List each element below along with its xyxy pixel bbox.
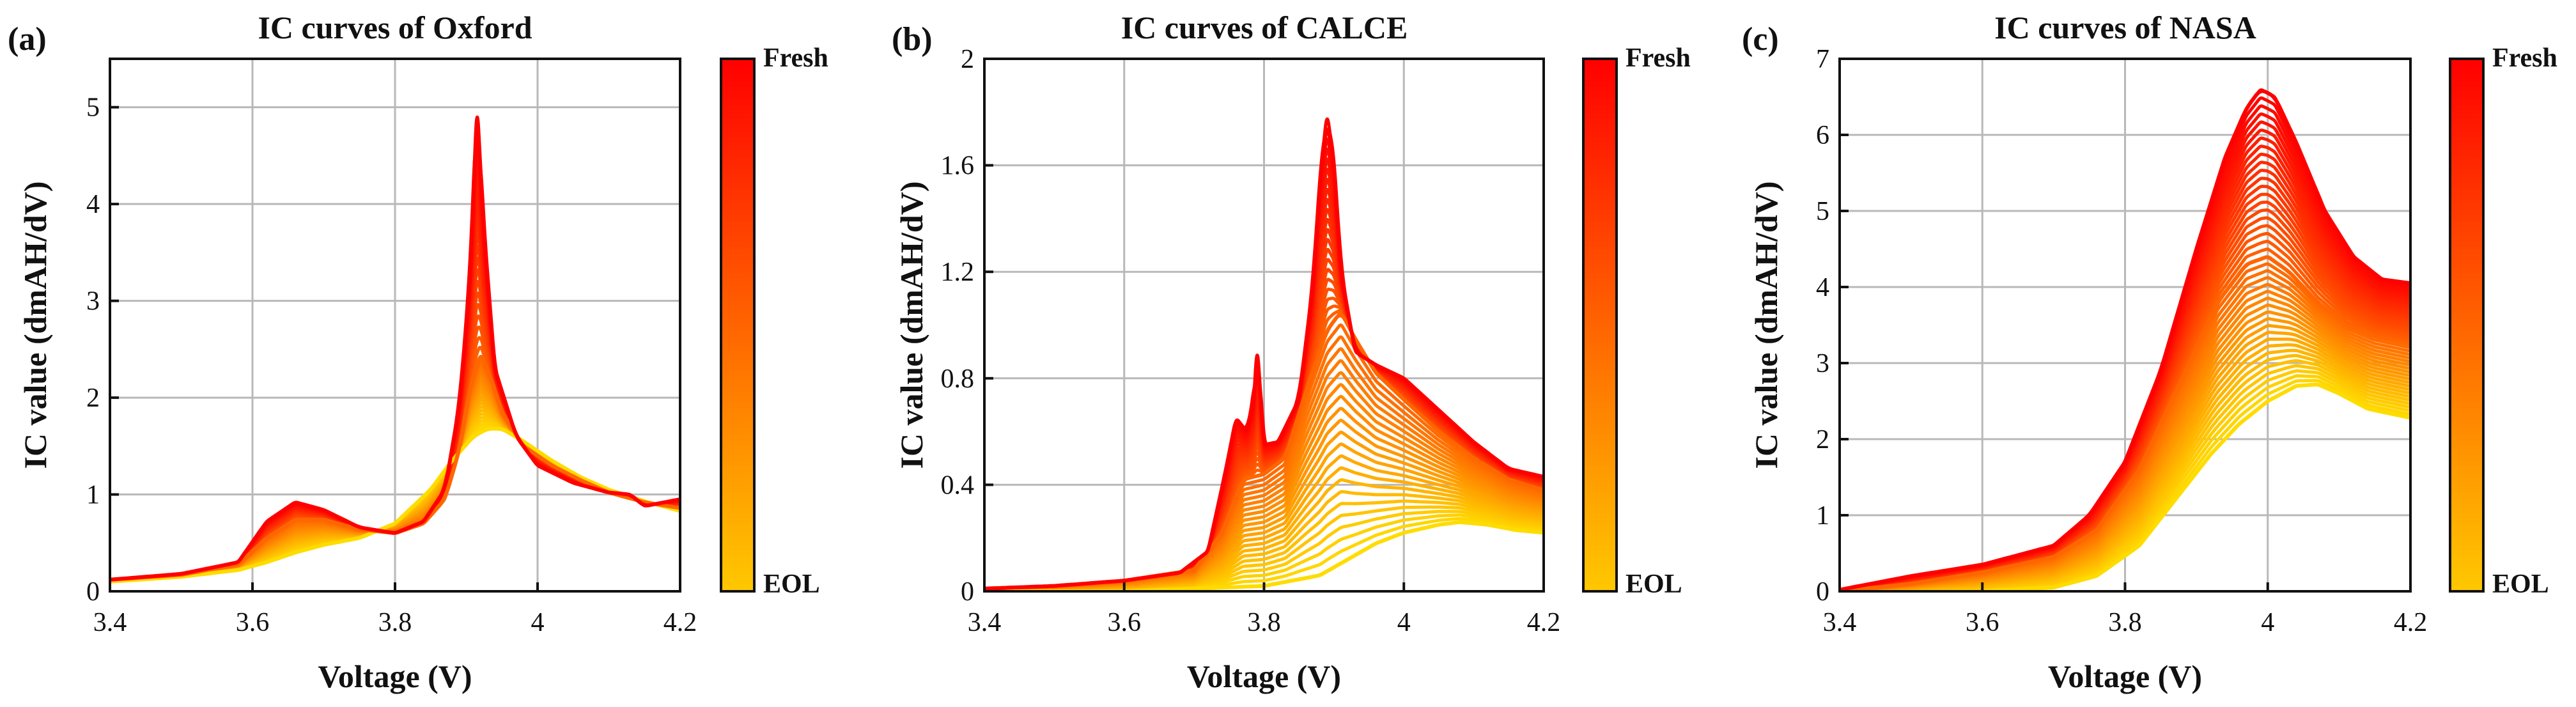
y-tick-label-2-0: 0 bbox=[1816, 577, 1829, 607]
chart-title-2: IC curves of NASA bbox=[1994, 10, 2256, 45]
x-tick-label-0-4: 4.2 bbox=[663, 608, 697, 637]
colorbar-0 bbox=[721, 59, 754, 591]
y-tick-label-1-3: 1.2 bbox=[941, 258, 975, 287]
colorbar-bottom-label-1: EOL bbox=[1626, 570, 1682, 599]
y-tick-label-2-2: 2 bbox=[1816, 425, 1829, 454]
x-tick-label-0-1: 3.6 bbox=[236, 608, 270, 637]
x-axis-label-2: Voltage (V) bbox=[2048, 658, 2202, 694]
x-tick-label-0-2: 3.8 bbox=[378, 608, 412, 637]
y-tick-label-1-5: 2 bbox=[961, 45, 974, 74]
x-axis-label-1: Voltage (V) bbox=[1187, 658, 1341, 694]
colorbar-bottom-label-0: EOL bbox=[763, 570, 820, 599]
y-tick-label-2-5: 5 bbox=[1816, 197, 1829, 226]
x-tick-label-1-4: 4.2 bbox=[1527, 608, 1561, 637]
colorbar-top-label-0: Fresh bbox=[763, 43, 828, 73]
y-tick-label-2-7: 7 bbox=[1816, 45, 1829, 74]
x-tick-label-0-3: 4 bbox=[531, 608, 545, 637]
chart-title-1: IC curves of CALCE bbox=[1121, 10, 1408, 45]
panel-label-0: (a) bbox=[8, 21, 47, 58]
y-tick-label-0-3: 3 bbox=[86, 287, 100, 316]
x-tick-label-2-4: 4.2 bbox=[2394, 608, 2428, 637]
chart-title-0: IC curves of Oxford bbox=[258, 10, 532, 45]
x-tick-label-1-3: 4 bbox=[1397, 608, 1411, 637]
colorbar-bottom-label-2: EOL bbox=[2492, 570, 2549, 599]
y-tick-label-0-1: 1 bbox=[86, 481, 100, 510]
y-axis-label-0: IC value (dmAH/dV) bbox=[17, 181, 53, 469]
x-axis-label-0: Voltage (V) bbox=[318, 658, 472, 694]
y-tick-label-1-4: 1.6 bbox=[941, 152, 975, 181]
y-tick-label-2-4: 4 bbox=[1816, 273, 1829, 302]
y-axis-label-1: IC value (dmAH/dV) bbox=[894, 181, 929, 469]
x-tick-label-0-0: 3.4 bbox=[93, 608, 127, 637]
y-tick-label-0-5: 5 bbox=[86, 93, 100, 123]
y-tick-label-2-6: 6 bbox=[1816, 121, 1829, 150]
colorbar-top-label-1: Fresh bbox=[1626, 43, 1691, 73]
x-tick-label-2-2: 3.8 bbox=[2108, 608, 2142, 637]
panel-label-1: (b) bbox=[892, 21, 933, 58]
x-tick-label-2-0: 3.4 bbox=[1823, 608, 1857, 637]
colorbar-1 bbox=[1583, 59, 1617, 591]
y-tick-label-0-2: 2 bbox=[86, 384, 100, 413]
y-tick-label-1-1: 0.4 bbox=[941, 470, 975, 500]
y-tick-label-0-0: 0 bbox=[86, 577, 100, 607]
panel-label-2: (c) bbox=[1742, 21, 1779, 58]
x-tick-label-2-1: 3.6 bbox=[1966, 608, 1999, 637]
y-tick-label-1-0: 0 bbox=[961, 577, 974, 607]
y-tick-label-2-1: 1 bbox=[1816, 501, 1829, 531]
y-tick-label-2-3: 3 bbox=[1816, 349, 1829, 378]
y-tick-label-0-4: 4 bbox=[86, 190, 100, 219]
colorbar-top-label-2: Fresh bbox=[2492, 43, 2557, 73]
x-tick-label-1-0: 3.4 bbox=[968, 608, 1002, 637]
y-axis-label-2: IC value (dmAH/dV) bbox=[1748, 181, 1784, 469]
y-tick-label-1-2: 0.8 bbox=[941, 364, 975, 394]
x-tick-label-1-2: 3.8 bbox=[1247, 608, 1281, 637]
x-tick-label-1-1: 3.6 bbox=[1108, 608, 1142, 637]
colorbar-2 bbox=[2450, 59, 2483, 591]
x-tick-label-2-3: 4 bbox=[2261, 608, 2274, 637]
